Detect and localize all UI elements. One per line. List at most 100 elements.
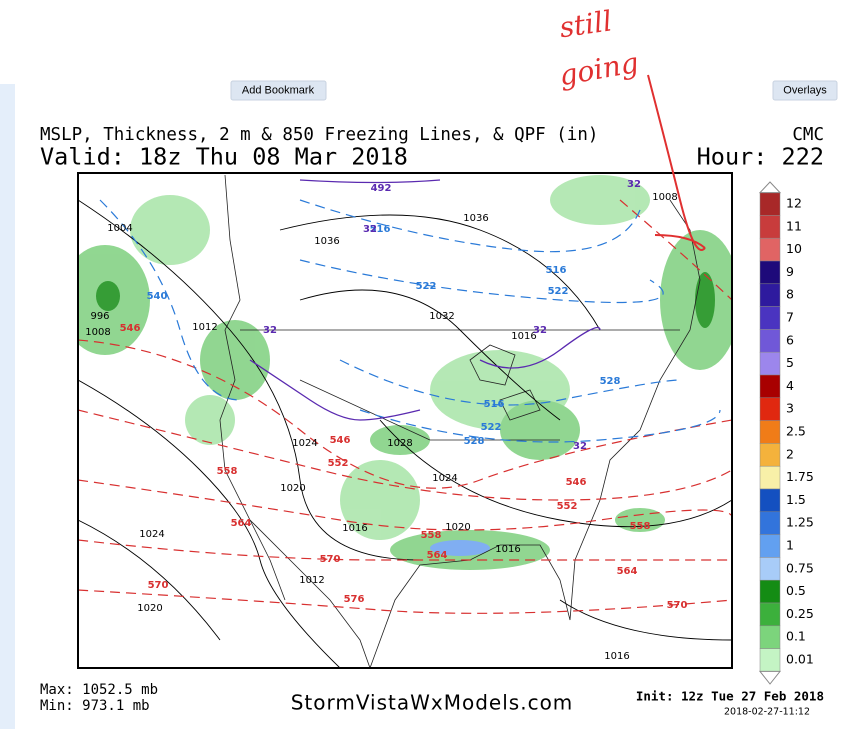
colorbar-label: 10: [786, 241, 802, 256]
colorbar-cell: [759, 237, 781, 262]
colorbar-label: 3: [786, 401, 794, 416]
colorbar-cell: [759, 306, 781, 330]
colorbar-cell: [759, 260, 781, 285]
colorbar-cell: [759, 602, 781, 627]
contour-label: 1020: [445, 522, 470, 533]
colorbar-cell: [759, 579, 781, 604]
site-name: StormVistaWxModels.com: [291, 691, 574, 715]
contour-label: 1036: [463, 213, 488, 224]
colorbar-cell: [759, 511, 781, 535]
colorbar-cell: [759, 397, 781, 421]
contour-label: 1028: [387, 438, 412, 449]
bookmark-label[interactable]: Add Bookmark: [242, 84, 315, 96]
init-time: Init: 12z Tue 27 Feb 2018: [636, 689, 824, 704]
contour-label: 1012: [299, 575, 324, 586]
map: 1004 540 996 1008 546 1012 1036 1032 522 522 516 51…: [78, 173, 732, 668]
freezing-lines: [249, 179, 601, 421]
contour-label: 1012: [192, 322, 217, 333]
colorbar-label: 1.75: [786, 469, 814, 484]
colorbar-label: 11: [786, 218, 802, 233]
contour-label: 32: [627, 179, 641, 190]
contour-label: 1008: [652, 192, 677, 203]
colorbar-cell: [759, 534, 781, 558]
title: MSLP, Thickness, 2 m & 850 Freezing Line…: [40, 125, 598, 145]
contour-label: 570: [320, 554, 341, 565]
contour-label: 552: [328, 458, 349, 469]
contour-label: 1016: [604, 651, 629, 662]
colorbar-label: 4: [786, 378, 794, 393]
isobars: [78, 199, 732, 668]
colorbar-cell: [759, 625, 781, 649]
min-pressure: Min: 973.1 mb: [40, 698, 150, 714]
contour-label: 552: [557, 501, 578, 512]
colorbar-cap: [758, 670, 782, 685]
colorbar-label: 12: [786, 196, 802, 211]
contour-label: 1036: [314, 236, 339, 247]
max-pressure: Max: 1052.5 mb: [40, 682, 158, 698]
colorbar-label: 2: [786, 446, 794, 461]
colorbar-label: 0.5: [786, 583, 806, 598]
overlays-label[interactable]: Overlays: [783, 84, 827, 96]
contour-label: 570: [148, 580, 169, 591]
contour-label: 546: [566, 477, 587, 488]
colorbar-label: 1.5: [786, 492, 806, 507]
colorbar-cell: [759, 283, 781, 307]
contour-label: 558: [217, 466, 238, 477]
colorbar-cell: [759, 192, 781, 216]
overlays-button[interactable]: [772, 80, 838, 101]
contour-label: 570: [667, 600, 688, 611]
contour-label: 1020: [280, 483, 305, 494]
colorbar-label: 0.1: [786, 629, 806, 644]
forecast-hour: Hour: 222: [697, 143, 824, 171]
colorbar-cell: [759, 420, 781, 444]
contour-label: 1004: [107, 223, 132, 234]
contour-label: 1016: [495, 544, 520, 555]
colorbar-label: 5: [786, 355, 794, 370]
contour-label: 522: [548, 286, 569, 297]
colorbar-label: 1: [786, 538, 794, 553]
colorbar-cell: [759, 374, 781, 399]
colorbar-label: 8: [786, 287, 794, 302]
contour-label: 540: [147, 291, 168, 302]
contour-label: 1024: [432, 473, 457, 484]
contour-label: 522: [481, 422, 502, 433]
side-strip: [0, 84, 15, 729]
contour-label: 1008: [85, 327, 110, 338]
colorbar-label: 0.01: [786, 652, 814, 667]
contour-label: 546: [330, 435, 351, 446]
contour-label: 522: [416, 281, 437, 292]
annotation-arrow: [647, 74, 706, 251]
colorbar-cell: [759, 443, 781, 467]
colorbar-cell: [759, 648, 781, 672]
contour-label: 516: [484, 399, 505, 410]
contour-label: 1032: [429, 311, 454, 322]
contour-label: 564: [617, 566, 638, 577]
thickness-cold: [99, 199, 721, 443]
contour-label: 32: [363, 224, 377, 235]
contour-label: 558: [630, 521, 651, 532]
contour-label: 492: [371, 183, 392, 194]
contour-label: 32: [533, 325, 547, 336]
colorbar-cell: [759, 465, 781, 490]
colorbar-label: 0.25: [786, 606, 814, 621]
contour-label: 1020: [137, 603, 162, 614]
contour-label: 564: [231, 518, 252, 529]
colorbar-cell: [759, 557, 781, 581]
colorbar-cell: [759, 488, 781, 513]
colorbar-cell: [759, 329, 781, 353]
contour-label: 528: [464, 436, 485, 447]
colorbar-cell: [759, 215, 781, 239]
colorbar-label: 6: [786, 332, 794, 347]
contour-label: 528: [600, 376, 621, 387]
colorbar-cell: [759, 351, 781, 376]
contour-label: 1024: [292, 438, 317, 449]
valid-time: Valid: 18z Thu 08 Mar 2018: [40, 143, 408, 171]
contour-label: 1024: [139, 529, 164, 540]
colorbar-label: 0.75: [786, 560, 814, 575]
colorbar-label: 1.25: [786, 515, 814, 530]
bookmark-button[interactable]: [230, 80, 327, 101]
colorbar-cap: [758, 181, 782, 194]
contour-label: 546: [120, 323, 141, 334]
contour-label: 32: [573, 441, 587, 452]
